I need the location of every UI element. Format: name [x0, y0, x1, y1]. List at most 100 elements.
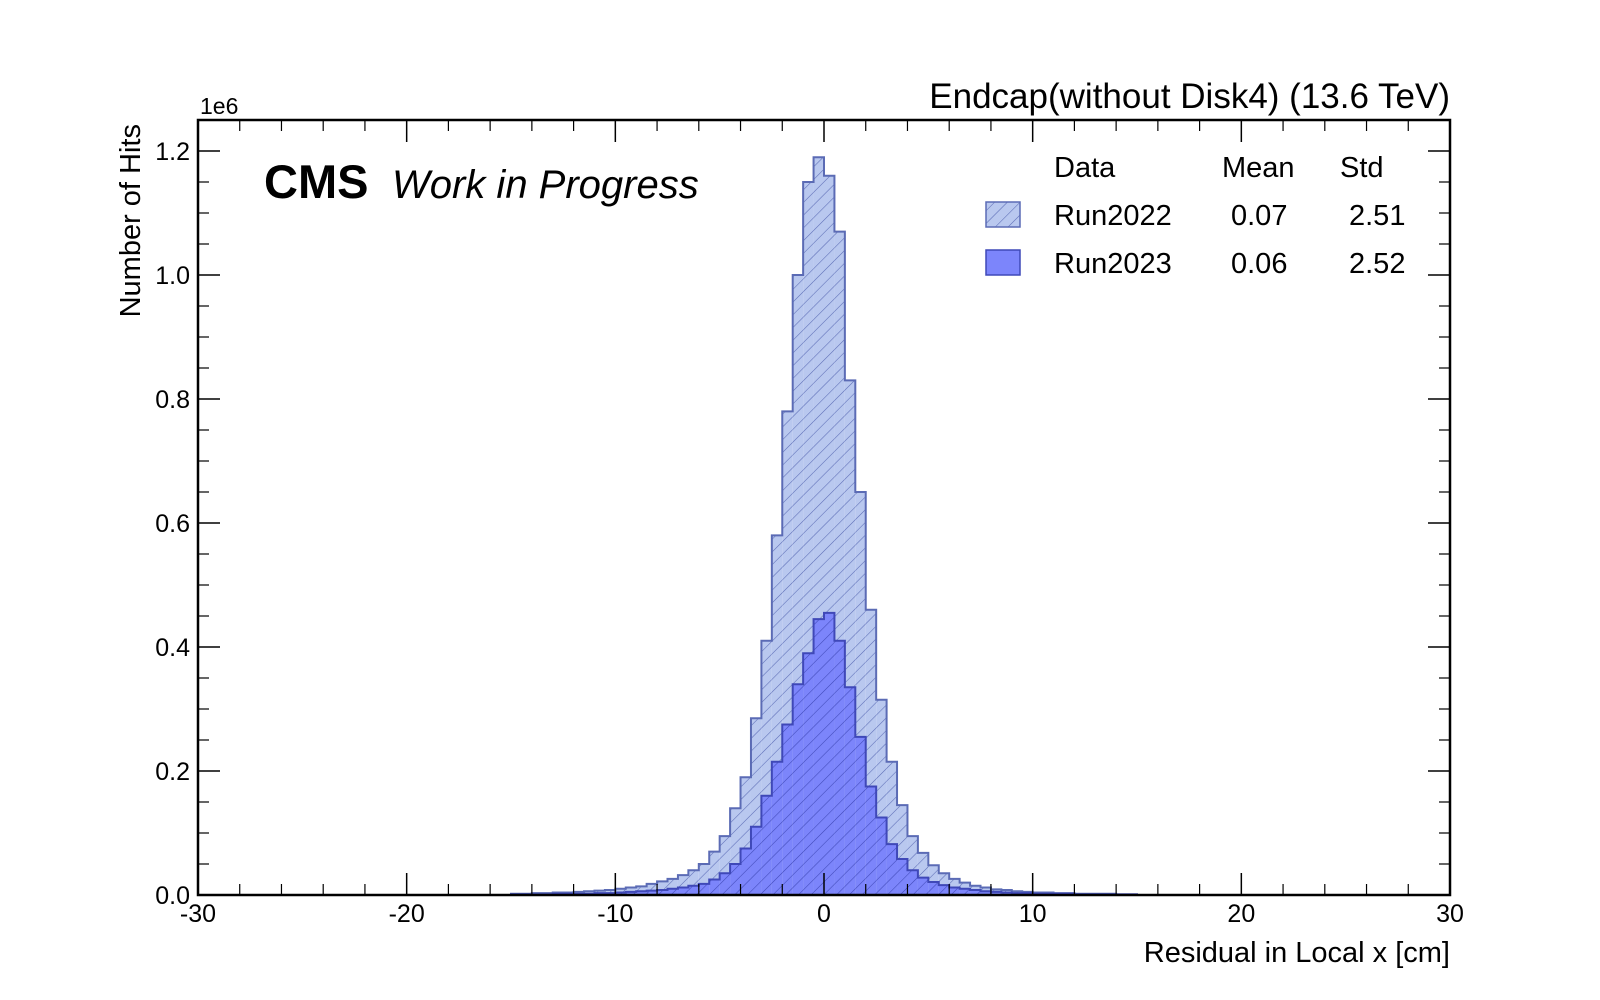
y-tick-labels: 0.0 0.2 0.4 0.6 0.8 1.0 1.2 — [155, 138, 190, 910]
outline-run2023 — [510, 611, 1138, 896]
bar-hatch-run2023 — [667, 888, 678, 895]
bar-hatch-run2022 — [646, 883, 658, 895]
legend-std-run2022: 2.51 — [1349, 200, 1405, 232]
bar-hatch-run2023 — [886, 844, 898, 895]
y-tick-label: 1.2 — [155, 138, 190, 166]
bar-hatch-run2023 — [625, 891, 637, 895]
bar-hatch-run2023 — [897, 859, 908, 895]
legend-std-run2023: 2.52 — [1349, 248, 1405, 280]
bar-hatch-run2022 — [719, 836, 731, 895]
bar-hatch-run2022 — [792, 275, 804, 895]
x-tick-label: 0 — [817, 900, 831, 928]
bar-hatch-run2023 — [907, 870, 918, 895]
bar-hatch-run2023 — [970, 890, 981, 895]
legend-mean-run2023: 0.06 — [1231, 248, 1287, 280]
x-tick-labels: -30 -20 -10 0 10 20 30 — [180, 900, 1464, 928]
bar-hatch-run2022 — [657, 881, 668, 895]
bar-hatch-run2022 — [897, 805, 908, 895]
x-tick-label: -20 — [389, 900, 425, 928]
bar-hatch-run2022 — [771, 535, 783, 895]
legend-label-run2022: Run2022 — [1054, 200, 1172, 232]
bar-hatch-run2022 — [688, 870, 699, 895]
y-tick-label: 0.4 — [155, 634, 190, 662]
bar-hatch-run2023 — [761, 795, 772, 895]
bar-hatch-run2023 — [928, 881, 939, 895]
legend-mean-run2022: 0.07 — [1231, 200, 1287, 232]
x-tick-label: 30 — [1436, 900, 1464, 928]
bar-hatch-run2023 — [740, 848, 751, 895]
bar-hatch-run2022 — [844, 380, 856, 895]
y-axis-title: Number of Hits — [115, 124, 147, 317]
bar-hatch-run2023 — [750, 826, 762, 895]
bar-hatch-run2023 — [949, 887, 960, 895]
legend-swatch-run2023 — [985, 249, 1021, 276]
series-layer — [510, 156, 1138, 896]
bar-hatch-run2023 — [938, 885, 950, 895]
bar-hatch-run2023 — [855, 736, 866, 895]
bar-hatch-run2022 — [782, 411, 793, 895]
bar-hatch-run2022 — [824, 175, 835, 896]
bar-hatch-run2022 — [886, 761, 898, 895]
bar-hatch-run2023 — [771, 761, 783, 895]
bar-hatch-run2022 — [928, 865, 939, 895]
y-tick-label: 0.2 — [155, 758, 190, 786]
bar-hatch-run2022 — [876, 699, 887, 895]
bar-hatch-run2023 — [709, 879, 720, 895]
chart-title: Endcap(without Disk4) (13.6 TeV) — [929, 77, 1450, 116]
x-tick-label: -10 — [597, 900, 633, 928]
y-tick-label: 0.8 — [155, 386, 190, 414]
legend-header-mean: Mean — [1222, 152, 1295, 184]
y-tick-label: 0.0 — [155, 882, 190, 910]
y-scale-label: 1e6 — [200, 93, 238, 119]
x-tick-label: 20 — [1227, 900, 1255, 928]
bar-hatch-run2022 — [907, 836, 918, 895]
bar-hatch-run2022 — [698, 864, 710, 895]
bar-hatch-run2023 — [646, 890, 658, 895]
bar-hatch-run2023 — [719, 873, 731, 895]
bar-hatch-run2023 — [657, 890, 668, 895]
cms-extra-label: Work in Progress — [392, 163, 699, 207]
x-tick-label: -30 — [180, 900, 216, 928]
series-run2022 — [510, 156, 1138, 896]
x-tick-label: 10 — [1019, 900, 1047, 928]
outline-run2022 — [510, 156, 1138, 896]
legend-header-std: Std — [1340, 152, 1384, 184]
bar-hatch-run2023 — [844, 687, 856, 895]
bar-hatch-run2023 — [698, 883, 710, 895]
bar-hatch-run2023 — [876, 817, 887, 895]
bar-hatch-run2022 — [677, 875, 689, 895]
bar-hatch-run2022 — [803, 182, 814, 895]
legend-swatch-run2022 — [985, 201, 1021, 228]
bar-hatch-run2022 — [855, 492, 866, 895]
bar-hatch-run2023 — [834, 640, 845, 895]
bar-hatch-run2022 — [834, 231, 845, 896]
bar-hatch-run2022 — [917, 852, 929, 895]
bar-hatch-run2022 — [750, 718, 762, 895]
y-tick-label: 1.0 — [155, 262, 190, 290]
bar-hatch-run2022 — [761, 640, 772, 895]
bar-hatch-run2023 — [959, 888, 971, 895]
legend-header-data: Data — [1054, 152, 1116, 184]
bar-hatch-run2023 — [730, 864, 741, 895]
bar-hatch-run2022 — [813, 157, 824, 895]
bar-hatch-run2023 — [824, 612, 835, 895]
bar-hatch-run2022 — [709, 851, 720, 895]
bar-hatch-run2023 — [917, 877, 929, 895]
y-tick-label: 0.6 — [155, 510, 190, 538]
bar-hatch-run2023 — [865, 786, 877, 895]
ticks-layer — [197, 119, 1451, 896]
bar-hatch-run2022 — [730, 808, 741, 895]
bar-hatch-run2023 — [677, 887, 689, 895]
bar-hatch-run2022 — [865, 609, 877, 895]
bar-hatch-run2023 — [980, 891, 991, 895]
x-axis-title: Residual in Local x [cm] — [1144, 937, 1450, 969]
bar-hatch-run2023 — [803, 653, 814, 895]
bar-hatch-run2023 — [782, 724, 793, 895]
bar-hatch-run2023 — [688, 885, 699, 895]
bar-hatch-run2022 — [740, 777, 751, 895]
bar-hatch-run2023 — [990, 891, 1002, 895]
legend-label-run2023: Run2023 — [1054, 248, 1172, 280]
cms-label: CMS — [264, 155, 368, 208]
bar-hatch-run2022 — [667, 878, 678, 895]
